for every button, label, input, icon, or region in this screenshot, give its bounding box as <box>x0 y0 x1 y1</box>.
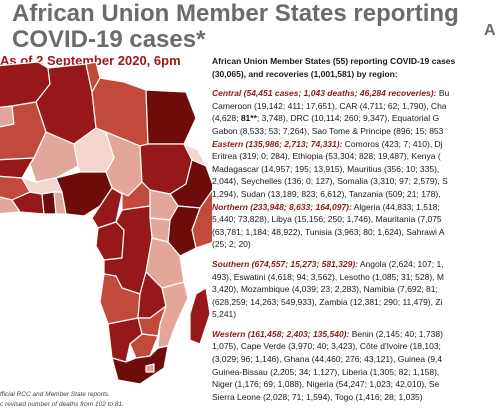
northern-line-2: 5,440; 73,828), Libya (15,156; 250; 1,74… <box>212 214 442 225</box>
southern-line-3: 3,420), Mozambique (4,039; 23; 2,283), N… <box>212 284 438 295</box>
western-line-5: Niger (1,176; 69; 1,088), Nigeria (54,24… <box>212 379 440 390</box>
footnote-revision: c revised number of deaths from 102 to 8… <box>0 401 124 408</box>
region-egypt <box>145 89 197 145</box>
western-line-1: Western (161,458; 2,403; 135,540): Benin… <box>212 328 443 339</box>
footnote-source: fficial RCC and Member State reports. <box>0 391 110 398</box>
northern-line-1: Northern (233,948; 8,633; 164,097): Alge… <box>212 201 440 212</box>
western-line-3: (3,029; 96; 1,146), Ghana (44,460; 276; … <box>212 354 443 365</box>
southern-line-4: (628,259; 14,263; 549,933), Zambia (12,3… <box>212 296 443 307</box>
western-line-2: 1,075), Cape Verde (3,970; 40; 3,423), C… <box>212 341 441 352</box>
eastern-header: Eastern (135,986; 2,713; 74,331): <box>212 138 343 149</box>
title-line-1: African Union Member States reporting <box>12 0 459 27</box>
title-right-fragment: A <box>484 22 496 39</box>
eastern-line-3: Madagascar (14,957; 195; 13,915), Maurit… <box>212 163 440 174</box>
title-block: African Union Member States reporting CO… <box>0 0 497 60</box>
northern-line-4: (25; 2; 20) <box>212 239 251 250</box>
northern-header: Northern (233,948; 8,633; 164,097): <box>212 201 352 212</box>
northern-line-3: (63,781; 1,184; 48,922), Tunisia (3,963;… <box>212 226 445 237</box>
central-line-3: (4,628; 81**; 3,748), DRC (10,114; 260; … <box>212 113 440 124</box>
central-line-1: Central (54,451 cases; 1,043 deaths; 46,… <box>212 88 450 99</box>
central-line-2: Cameroon (19,142; 411; 17,651), CAR (4,7… <box>212 100 447 111</box>
southern-header: Southern (674,557; 15,273; 581,329): <box>212 258 358 269</box>
eastern-line-4: 2,044), Seychelles (136; 0; 127), Somali… <box>212 176 448 187</box>
region-south-africa <box>111 345 169 384</box>
central-header: Central (54,451 cases; 1,043 deaths; 46,… <box>212 88 437 99</box>
western-line-6: Sierra Leone (2,028; 71; 1,594), Togo (1… <box>212 391 423 402</box>
report-date: As of 2 September 2020, 6pm <box>0 53 181 68</box>
central-line-4: Gabon (8,533; 53; 7,264), Sao Tome & Pri… <box>212 125 444 136</box>
regional-summary: African Union Member States (55) reporti… <box>212 55 497 418</box>
summary-intro-line-1: African Union Member States (55) reporti… <box>212 56 456 66</box>
title-line-2: COVID-19 cases* <box>12 26 206 53</box>
western-header: Western (161,458; 2,403; 135,540): <box>212 328 350 339</box>
eastern-line-2: Eritrea (319; 0; 284), Ethiopia (53,304;… <box>212 151 441 162</box>
southern-line-5: 5,241) <box>212 309 237 320</box>
region-lesotho <box>145 363 155 373</box>
africa-map <box>0 62 212 384</box>
summary-intro-line-2: (30,065), and recoveries (1,001,581) by … <box>212 68 398 79</box>
region-gabon-congo <box>95 221 125 261</box>
southern-line-1: Southern (674,557; 15,273; 581,329): Ang… <box>212 258 444 269</box>
western-line-4: Guinea-Bissau (2,205; 34; 1,127), Liberi… <box>212 366 440 377</box>
eastern-line-5: 1,294), Sudan (13,189; 823; 6,612), Tanz… <box>212 188 441 199</box>
region-senegal <box>0 157 35 179</box>
region-madagascar <box>189 287 211 345</box>
eastern-line-1: Eastern (135,986; 2,713; 74,331): Comoro… <box>212 138 443 149</box>
footnotes: fficial RCC and Member State reports. c … <box>0 390 210 410</box>
region-botswana <box>129 333 159 359</box>
southern-line-2: 493), Eswatini (4,618; 94; 3,562), Lesot… <box>212 271 445 282</box>
